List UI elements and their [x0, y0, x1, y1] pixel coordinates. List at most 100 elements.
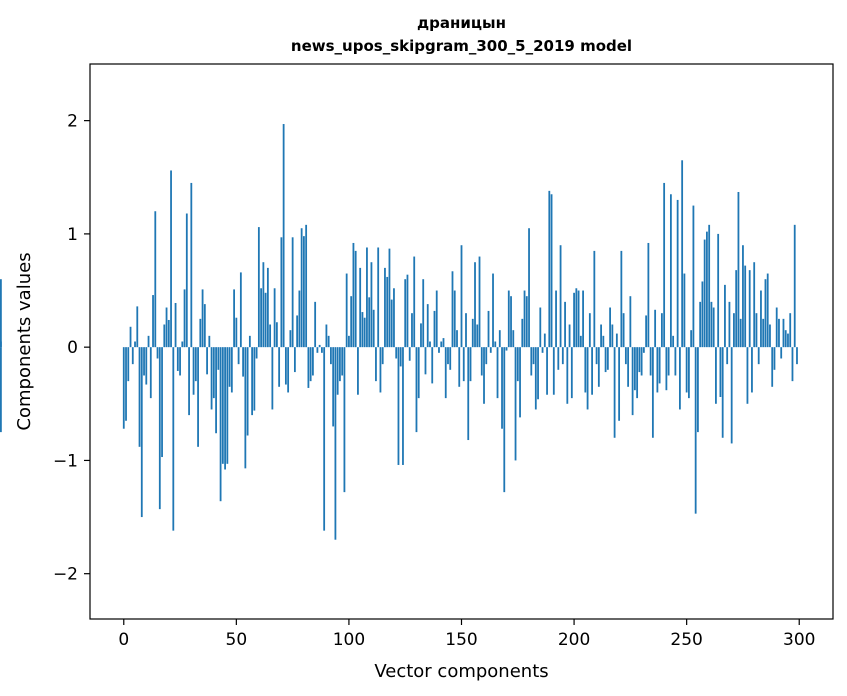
- bar: [183, 289, 186, 348]
- bar: [730, 347, 733, 444]
- bar: [701, 281, 704, 348]
- bar: [534, 347, 537, 410]
- bar: [474, 262, 476, 348]
- bar: [566, 347, 569, 404]
- bar: [735, 270, 738, 348]
- bar: [780, 347, 783, 359]
- bar: [762, 318, 765, 348]
- bar: [287, 347, 290, 393]
- bar: [620, 250, 623, 348]
- bar: [514, 347, 517, 461]
- bar: [201, 289, 204, 348]
- bar: [483, 347, 485, 404]
- bar: [606, 347, 609, 370]
- bar: [766, 273, 769, 348]
- bar: [546, 347, 548, 395]
- bar: [550, 194, 553, 348]
- bar: [361, 312, 364, 348]
- bar: [595, 347, 598, 365]
- bar: [352, 242, 355, 348]
- bar: [359, 267, 362, 348]
- bar: [588, 313, 591, 348]
- bar: [316, 347, 319, 353]
- bar: [557, 347, 560, 370]
- bar: [615, 333, 618, 348]
- bar: [609, 307, 611, 348]
- bar: [564, 301, 566, 348]
- bar: [149, 347, 152, 399]
- bar: [469, 347, 472, 382]
- bar: [458, 347, 461, 387]
- bar: [796, 347, 798, 365]
- bar: [161, 347, 163, 458]
- bar: [737, 191, 740, 348]
- bar: [496, 347, 499, 399]
- bar: [647, 242, 650, 348]
- bar: [172, 347, 175, 531]
- bar: [390, 299, 393, 348]
- chart-title: драницын: [417, 14, 506, 32]
- bar: [771, 347, 774, 387]
- bar: [622, 313, 625, 348]
- bar: [237, 347, 240, 365]
- bar: [618, 347, 621, 421]
- bar: [444, 347, 447, 399]
- bar: [170, 170, 172, 348]
- bar: [586, 347, 589, 410]
- bar: [375, 347, 377, 382]
- bar: [293, 347, 296, 373]
- y-axis-ticks: −2 −1 0 1 2: [53, 112, 90, 585]
- bar: [528, 228, 530, 348]
- bar: [523, 290, 526, 348]
- bar: [692, 205, 695, 348]
- bar: [548, 190, 551, 348]
- bar: [244, 347, 247, 469]
- bar: [307, 347, 310, 388]
- bar: [613, 347, 616, 438]
- bar: [309, 347, 312, 382]
- bar: [582, 290, 584, 348]
- bar: [255, 347, 258, 359]
- bar: [327, 335, 330, 348]
- bar: [334, 347, 337, 540]
- bar: [197, 347, 199, 447]
- bar: [685, 347, 688, 393]
- bar: [683, 273, 686, 348]
- bar: [181, 341, 184, 348]
- bar: [537, 347, 539, 400]
- bar: [631, 347, 634, 416]
- bar: [192, 347, 195, 395]
- bar: [253, 347, 256, 411]
- bar: [386, 276, 389, 348]
- bar: [138, 347, 141, 447]
- bar: [345, 273, 348, 348]
- bar: [246, 347, 249, 436]
- bar: [471, 318, 474, 348]
- bar: [269, 324, 272, 348]
- bar: [262, 262, 265, 348]
- bar: [341, 347, 344, 376]
- chart-subtitle: news_upos_skipgram_300_5_2019 model: [291, 37, 632, 55]
- bar: [600, 324, 602, 348]
- bar: [174, 302, 177, 348]
- bar: [699, 301, 702, 348]
- bar: [278, 347, 281, 387]
- bar: [456, 330, 458, 348]
- x-tick-label: 300: [783, 630, 815, 650]
- bar: [462, 347, 465, 382]
- bar: [710, 301, 713, 348]
- bar: [525, 296, 528, 348]
- bar: [676, 199, 679, 348]
- bar: [769, 324, 771, 348]
- x-axis-label: Vector components: [374, 661, 548, 682]
- bar: [143, 347, 145, 376]
- bar: [296, 315, 299, 348]
- bar: [573, 292, 575, 348]
- bar: [503, 347, 506, 493]
- bar: [532, 347, 535, 365]
- bar: [273, 288, 276, 348]
- bar: [665, 347, 668, 391]
- bar: [332, 347, 335, 427]
- bar: [363, 317, 366, 348]
- bar: [789, 313, 792, 348]
